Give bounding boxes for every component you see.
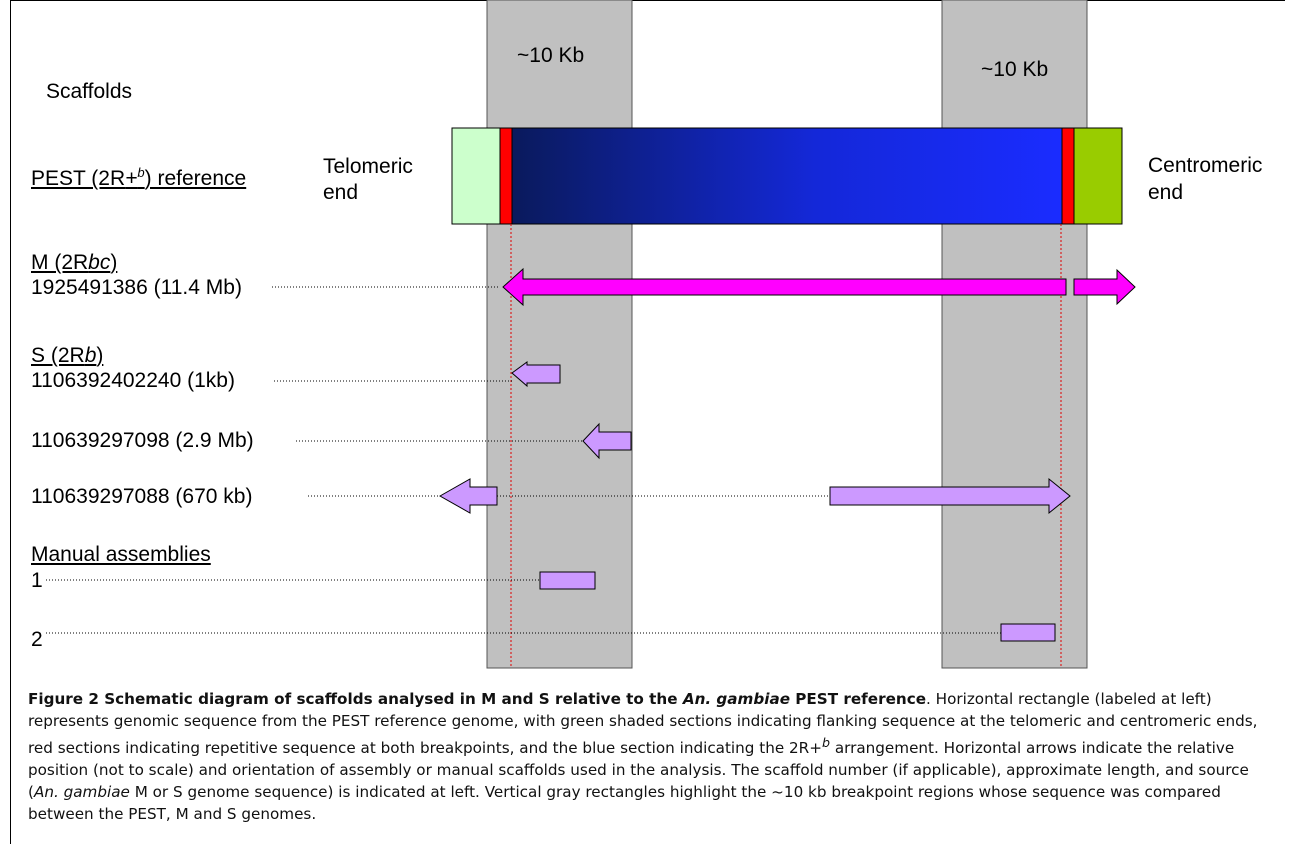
s-scaffold-3-arrow-right: [829, 477, 1071, 515]
s-scaffold-1-label: 1106392402240 (1kb): [31, 369, 235, 392]
telomeric-end-label-2: end: [323, 181, 359, 204]
s-scaffold-2-arrow: [582, 422, 632, 460]
breakpoint-region-right: [941, 0, 1088, 669]
breakpoint-region-left: [486, 0, 633, 669]
manual-assembly-2-label: 2: [31, 628, 43, 651]
centromeric-end-label-1: Centromeric: [1148, 154, 1263, 177]
reference-label: PEST (2R+b) reference: [31, 165, 247, 190]
region-label-right: ~10 Kb: [981, 58, 1049, 81]
manual-assembly-1-box: [539, 571, 596, 590]
repeat-left: [499, 127, 513, 225]
manual-assemblies-heading: Manual assemblies: [31, 543, 211, 566]
centromeric-flank: [1073, 127, 1123, 225]
region-label-left: ~10 Kb: [517, 44, 585, 67]
s-group-heading: S (2Rb): [31, 344, 104, 367]
s-scaffold-3-label: 110639297088 (670 kb): [31, 485, 253, 508]
m-group-heading: M (2Rbc): [31, 251, 118, 274]
s-scaffold-3-arrow-left: [438, 478, 498, 514]
manual-assembly-2-box: [1000, 623, 1056, 642]
manual-assembly-1-label: 1: [31, 569, 43, 592]
m-scaffold-label: 1925491386 (11.4 Mb): [31, 276, 242, 299]
figure-caption: Figure 2 Schematic diagram of scaffolds …: [28, 690, 1258, 824]
m-scaffold-arrow-right: [1073, 268, 1136, 306]
frame-left-border: [10, 0, 11, 844]
scaffold-diagram: [46, 0, 1136, 669]
pest-inversion-section: [511, 127, 1063, 225]
s-scaffold-2-label: 110639297098 (2.9 Mb): [31, 429, 254, 452]
telomeric-flank: [451, 127, 501, 225]
m-scaffold-arrow-left: [502, 267, 1067, 307]
s-scaffold-1-arrow: [511, 361, 561, 388]
caption-title: Figure 2 Schematic diagram of scaffolds …: [28, 690, 926, 708]
centromeric-end-label-2: end: [1148, 181, 1184, 204]
scaffolds-header: Scaffolds: [46, 80, 132, 103]
repeat-right: [1061, 127, 1075, 225]
frame-top-border: [10, 0, 1285, 1]
telomeric-end-label-1: Telomeric: [323, 155, 413, 178]
